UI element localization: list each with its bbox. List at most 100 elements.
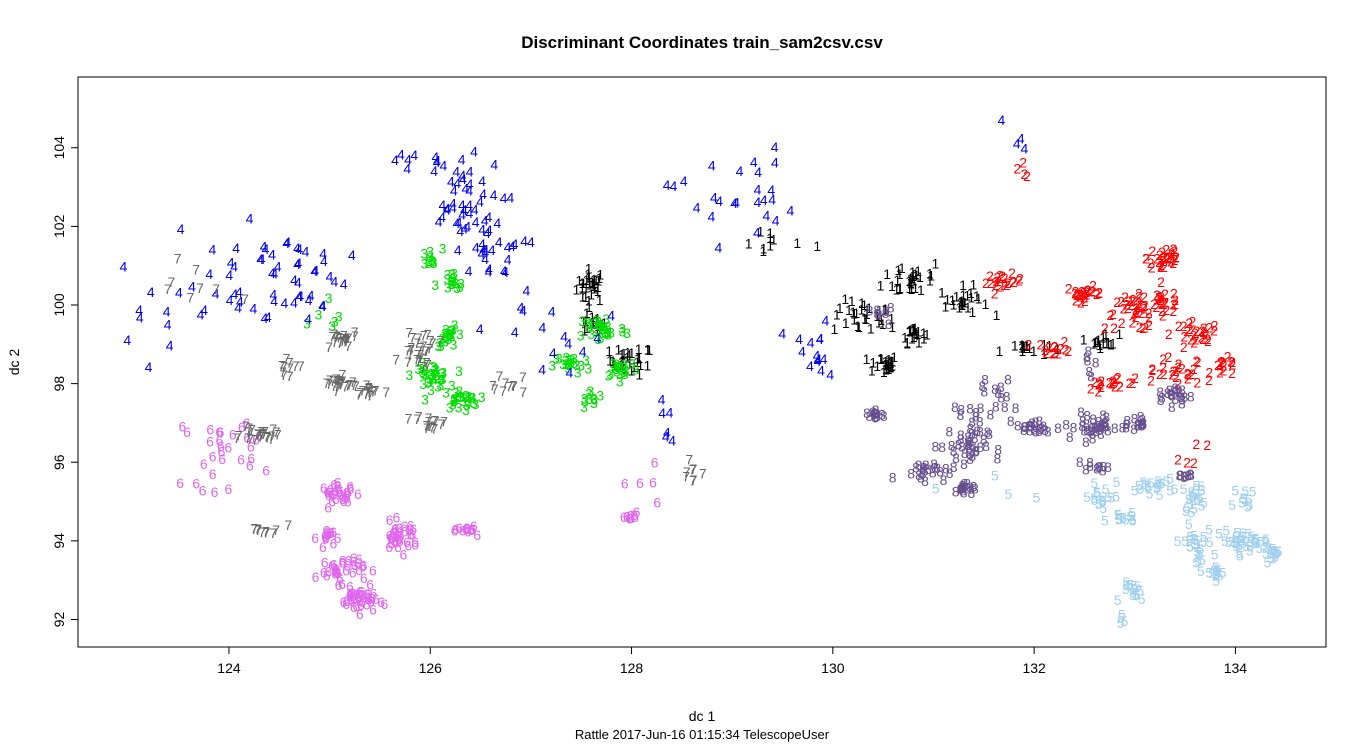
data-point-1: 1 — [970, 277, 978, 293]
data-point-8: 8 — [921, 473, 929, 489]
data-point-1: 1 — [845, 302, 853, 318]
data-point-5: 5 — [1244, 526, 1252, 542]
data-point-1: 1 — [883, 266, 891, 282]
data-point-4: 4 — [443, 201, 451, 217]
data-point-8: 8 — [1089, 425, 1097, 441]
data-point-7: 7 — [415, 343, 423, 359]
data-point-3: 3 — [591, 315, 599, 331]
data-point-4: 4 — [476, 321, 484, 337]
data-point-8: 8 — [994, 385, 1002, 401]
data-point-2: 2 — [1175, 356, 1183, 372]
data-point-6: 6 — [473, 527, 481, 543]
data-point-8: 8 — [964, 480, 972, 496]
data-point-4: 4 — [262, 241, 270, 257]
data-point-2: 2 — [1089, 284, 1097, 300]
data-point-5: 5 — [1213, 563, 1221, 579]
data-point-7: 7 — [519, 384, 527, 400]
data-point-6: 6 — [341, 490, 349, 506]
data-point-2: 2 — [1175, 318, 1183, 334]
data-point-5: 5 — [1129, 587, 1137, 603]
data-point-2: 2 — [982, 275, 990, 291]
data-point-2: 2 — [1202, 326, 1210, 342]
data-point-3: 3 — [597, 318, 605, 334]
data-point-6: 6 — [633, 504, 641, 520]
data-point-4: 4 — [495, 234, 503, 250]
data-point-2: 2 — [1174, 359, 1182, 375]
data-point-1: 1 — [596, 267, 604, 283]
data-point-6: 6 — [409, 521, 417, 537]
data-point-4: 4 — [430, 163, 438, 179]
data-point-4: 4 — [433, 154, 441, 170]
data-point-8: 8 — [1084, 352, 1092, 368]
data-point-7: 7 — [407, 341, 415, 357]
data-point-4: 4 — [771, 139, 779, 155]
data-point-8: 8 — [1038, 420, 1046, 436]
data-point-1: 1 — [880, 364, 888, 380]
data-point-4: 4 — [798, 344, 806, 360]
data-point-6: 6 — [329, 524, 337, 540]
data-point-4: 4 — [447, 174, 455, 190]
data-point-1: 1 — [907, 276, 915, 292]
data-point-8: 8 — [1094, 419, 1102, 435]
data-point-4: 4 — [795, 331, 803, 347]
data-point-2: 2 — [1121, 289, 1129, 305]
data-point-1: 1 — [888, 311, 896, 327]
data-point-8: 8 — [964, 436, 972, 452]
data-point-6: 6 — [386, 528, 394, 544]
data-point-3: 3 — [448, 322, 456, 338]
data-point-4: 4 — [754, 164, 762, 180]
data-point-3: 3 — [581, 393, 589, 409]
data-point-4: 4 — [508, 238, 516, 254]
data-point-3: 3 — [444, 267, 452, 283]
data-point-8: 8 — [1097, 426, 1105, 442]
data-point-1: 1 — [908, 331, 916, 347]
data-point-1: 1 — [885, 357, 893, 373]
data-point-1: 1 — [959, 297, 967, 313]
data-point-6: 6 — [334, 530, 342, 546]
data-point-7: 7 — [689, 462, 697, 478]
data-point-5: 5 — [1144, 480, 1152, 496]
data-point-2: 2 — [1076, 289, 1084, 305]
data-point-7: 7 — [423, 343, 431, 359]
data-point-4: 4 — [663, 424, 671, 440]
data-point-1: 1 — [759, 243, 767, 259]
data-point-4: 4 — [658, 405, 666, 421]
data-point-8: 8 — [1027, 417, 1035, 433]
data-point-2: 2 — [1120, 301, 1128, 317]
data-point-5: 5 — [1269, 540, 1277, 556]
data-point-6: 6 — [469, 521, 477, 537]
data-point-7: 7 — [366, 387, 374, 403]
data-point-6: 6 — [468, 522, 476, 538]
data-point-2: 2 — [1110, 374, 1118, 390]
data-point-6: 6 — [335, 577, 343, 593]
data-point-3: 3 — [451, 275, 459, 291]
data-point-7: 7 — [257, 429, 265, 445]
data-point-6: 6 — [351, 557, 359, 573]
data-point-4: 4 — [439, 158, 447, 174]
data-point-6: 6 — [343, 593, 351, 609]
data-point-2: 2 — [1172, 249, 1180, 265]
data-point-2: 2 — [1162, 302, 1170, 318]
data-point-8: 8 — [915, 467, 923, 483]
data-point-1: 1 — [910, 322, 918, 338]
data-point-2: 2 — [987, 275, 995, 291]
data-point-6: 6 — [330, 477, 338, 493]
data-point-8: 8 — [1030, 422, 1038, 438]
data-point-7: 7 — [254, 426, 262, 442]
data-point-8: 8 — [992, 398, 1000, 414]
data-point-6: 6 — [467, 522, 475, 538]
data-point-5: 5 — [1251, 532, 1259, 548]
data-point-2: 2 — [1016, 270, 1024, 286]
data-point-4: 4 — [465, 197, 473, 213]
data-point-8: 8 — [942, 460, 950, 476]
data-point-6: 6 — [344, 484, 352, 500]
data-point-3: 3 — [429, 253, 437, 269]
data-point-2: 2 — [1095, 375, 1103, 391]
data-point-8: 8 — [1139, 415, 1147, 431]
data-point-3: 3 — [437, 377, 445, 393]
data-point-3: 3 — [463, 397, 471, 413]
data-point-4: 4 — [290, 294, 298, 310]
data-point-8: 8 — [980, 432, 988, 448]
data-point-1: 1 — [630, 359, 638, 375]
data-point-8: 8 — [966, 400, 974, 416]
